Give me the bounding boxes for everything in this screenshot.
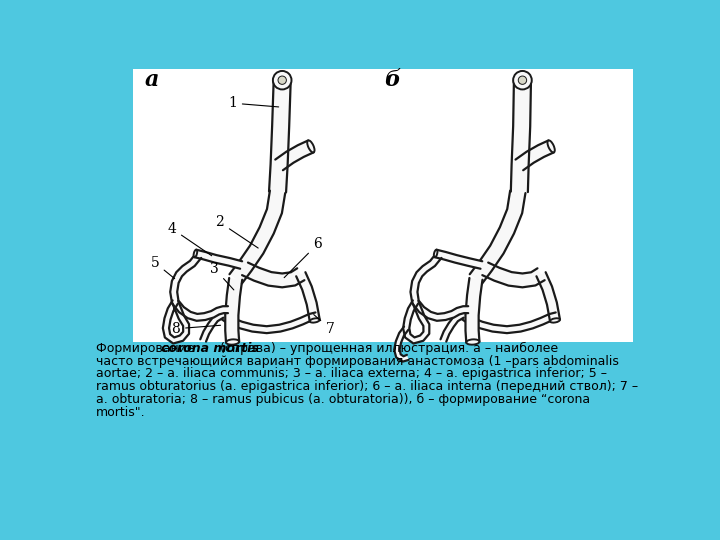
Text: б: б: [384, 69, 400, 91]
Polygon shape: [242, 262, 305, 287]
Polygon shape: [403, 300, 429, 343]
Polygon shape: [269, 80, 291, 192]
Text: corona mortis: corona mortis: [161, 342, 258, 355]
Circle shape: [513, 71, 532, 90]
Ellipse shape: [310, 318, 320, 322]
Text: a. obturatoria; 8 – ramus pubicus (a. obturatoria)), б – формирование “corona: a. obturatoria; 8 – ramus pubicus (a. ob…: [96, 393, 590, 406]
Polygon shape: [230, 191, 285, 284]
Text: а: а: [144, 69, 158, 91]
Text: Формирование: Формирование: [96, 342, 199, 355]
Text: 4: 4: [168, 221, 212, 256]
Text: 3: 3: [210, 262, 234, 290]
Polygon shape: [441, 313, 464, 342]
Polygon shape: [194, 249, 242, 269]
Bar: [132, 69, 632, 342]
Text: 5: 5: [150, 255, 175, 279]
Polygon shape: [510, 80, 531, 192]
Text: часто встречающийся вариант формирования анастомоза (1 –pars abdominalis: часто встречающийся вариант формирования…: [96, 355, 619, 368]
Polygon shape: [394, 327, 409, 362]
Ellipse shape: [194, 249, 197, 257]
Circle shape: [273, 71, 292, 90]
Ellipse shape: [547, 140, 555, 152]
Text: 7: 7: [314, 315, 335, 336]
Polygon shape: [225, 278, 242, 342]
Polygon shape: [516, 140, 554, 170]
Text: 2: 2: [215, 215, 258, 248]
Circle shape: [518, 76, 526, 84]
Polygon shape: [536, 272, 560, 321]
Text: 6: 6: [284, 237, 322, 278]
Polygon shape: [460, 312, 557, 333]
Text: (справа) – упрощенная иллюстрация. а – наиболее: (справа) – упрощенная иллюстрация. а – н…: [216, 342, 559, 355]
Polygon shape: [163, 300, 189, 343]
Ellipse shape: [550, 318, 560, 322]
Polygon shape: [200, 313, 223, 342]
Text: mortis".: mortis".: [96, 406, 146, 419]
Polygon shape: [296, 272, 320, 321]
Circle shape: [278, 76, 287, 84]
Polygon shape: [435, 249, 482, 269]
Ellipse shape: [434, 249, 438, 257]
Text: 1: 1: [228, 96, 279, 110]
Polygon shape: [469, 191, 526, 284]
Polygon shape: [220, 312, 317, 333]
Bar: [90, 342, 648, 481]
Text: 8: 8: [171, 322, 220, 336]
Ellipse shape: [467, 339, 480, 345]
Polygon shape: [482, 262, 544, 287]
Text: aortae; 2 – a. iliaca communis; 3 – a. iliaca externa; 4 – a. epigastrica inferi: aortae; 2 – a. iliaca communis; 3 – a. i…: [96, 367, 607, 380]
Polygon shape: [466, 278, 482, 342]
Ellipse shape: [226, 339, 239, 345]
Polygon shape: [410, 254, 468, 321]
Ellipse shape: [307, 140, 315, 152]
Polygon shape: [170, 254, 228, 321]
Polygon shape: [275, 140, 314, 170]
Text: ramus obturatorius (a. epigastrica inferior); 6 – a. iliaca interna (передний ст: ramus obturatorius (a. epigastrica infer…: [96, 380, 639, 393]
